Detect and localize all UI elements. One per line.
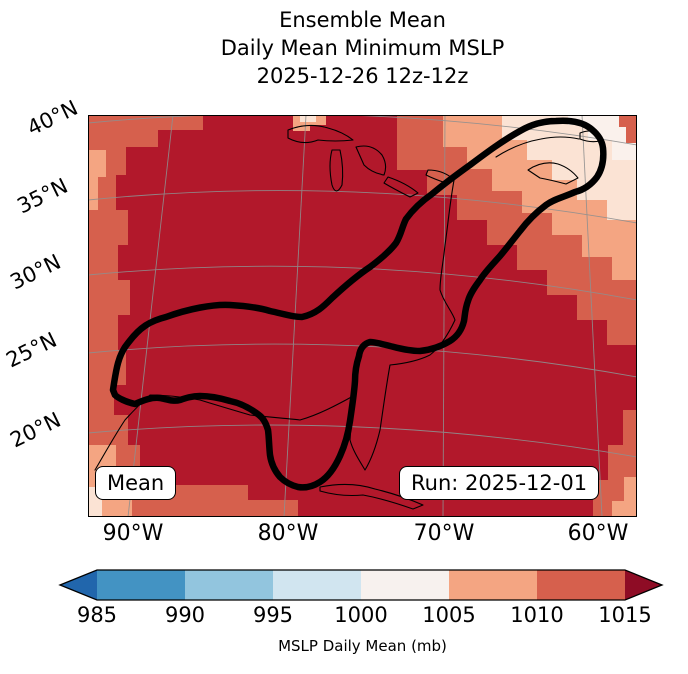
coastline-lake-erie bbox=[383, 176, 419, 198]
map-fill-south-medium bbox=[154, 485, 298, 517]
chart-title: Ensemble Mean Daily Mean Minimum MSLP 20… bbox=[88, 6, 637, 90]
parallel-30n bbox=[88, 265, 637, 301]
colorbar-cell-1010-1015 bbox=[537, 570, 625, 600]
cbar-tick-1010: 1010 bbox=[510, 603, 564, 627]
cbar-tick-1015: 1015 bbox=[598, 603, 652, 627]
colorbar-cell-1000-1005 bbox=[361, 570, 449, 600]
parallel-35n bbox=[88, 190, 637, 224]
meridian-90w bbox=[127, 115, 174, 517]
cbar-tick-985: 985 bbox=[76, 603, 118, 627]
xtick-80w: 80°W bbox=[257, 521, 319, 546]
colorbar-cell-1005-1010 bbox=[449, 570, 537, 600]
colorbar-cell-985-990 bbox=[97, 570, 185, 600]
coastline-st-lawrence bbox=[495, 136, 580, 158]
mean-annotation-label: Mean bbox=[107, 471, 165, 495]
highlight-contour bbox=[109, 117, 607, 491]
colorbar-cell-995-1000 bbox=[273, 570, 361, 600]
ytick-20n: 20°N bbox=[6, 407, 65, 453]
ytick-40n: 40°N bbox=[23, 95, 82, 141]
map-fill-se-salmon bbox=[612, 477, 637, 517]
xtick-60w: 60°W bbox=[567, 521, 629, 546]
ytick-25n: 25°N bbox=[2, 327, 61, 373]
ytick-35n: 35°N bbox=[13, 173, 72, 219]
title-line-1: Ensemble Mean bbox=[279, 8, 446, 32]
map-fill-topcenter-pale bbox=[300, 115, 316, 122]
run-annotation-label: Run: 2025-12-01 bbox=[411, 471, 588, 495]
cbar-tick-1005: 1005 bbox=[422, 603, 476, 627]
colorbar-cell-990-995 bbox=[185, 570, 273, 600]
mean-annotation-box: Mean bbox=[95, 466, 177, 500]
colorbar-under-arrow bbox=[60, 570, 97, 600]
coastline-lake-huron bbox=[355, 145, 387, 176]
xtick-90w: 90°W bbox=[102, 521, 164, 546]
coastline-cuba bbox=[319, 483, 424, 510]
colorbar-over-arrow bbox=[625, 570, 662, 600]
map-fill-west-salmon bbox=[88, 150, 106, 210]
map-fill-west-medium bbox=[88, 115, 203, 517]
cbar-tick-990: 990 bbox=[164, 603, 206, 627]
colorbar bbox=[58, 569, 664, 601]
coastline-east-gulf bbox=[94, 174, 456, 471]
xtick-70w: 70°W bbox=[413, 521, 475, 546]
title-line-2: Daily Mean Minimum MSLP bbox=[220, 36, 505, 60]
coastline-lake-michigan bbox=[329, 149, 344, 192]
cbar-tick-995: 995 bbox=[252, 603, 294, 627]
colorbar-outline bbox=[58, 569, 664, 601]
colorbar-axis-label: MSLP Daily Mean (mb) bbox=[278, 637, 447, 655]
parallel-20n bbox=[88, 424, 637, 458]
run-annotation-box: Run: 2025-12-01 bbox=[399, 466, 600, 500]
coastline-nova-scotia bbox=[527, 162, 579, 185]
cbar-tick-1000: 1000 bbox=[334, 603, 388, 627]
meridian-60w bbox=[581, 115, 603, 517]
map-canvas bbox=[88, 115, 637, 517]
title-line-3: 2025-12-26 12z-12z bbox=[256, 64, 469, 88]
axes-frame bbox=[88, 115, 637, 517]
coastline-lake-superior bbox=[287, 124, 354, 144]
ytick-30n: 30°N bbox=[6, 249, 65, 295]
map-fill-corner-medium bbox=[619, 115, 637, 143]
